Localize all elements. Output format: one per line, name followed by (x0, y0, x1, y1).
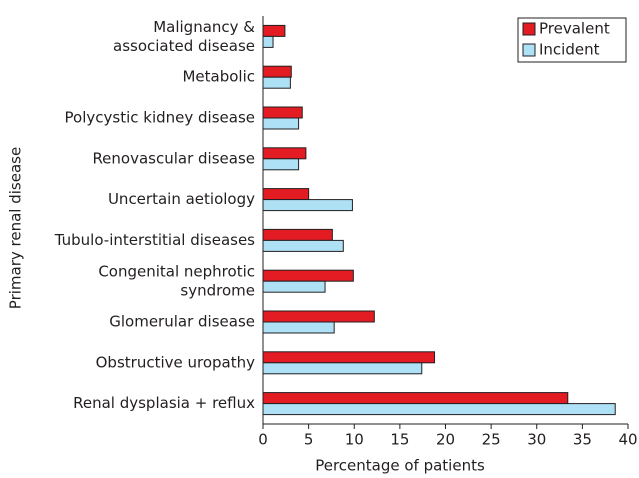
bar (262, 65, 292, 78)
y-tick-label: Obstructive uropathy (96, 353, 255, 371)
y-tick-label: Renal dysplasia + reflux (73, 394, 255, 412)
bar (262, 403, 616, 416)
bar (262, 362, 423, 375)
bar (262, 321, 335, 334)
x-tick-label: 25 (482, 431, 501, 449)
y-tick-label: Tubulo-interstitial diseases (54, 231, 255, 249)
bar (262, 117, 300, 130)
x-tick-label: 15 (390, 431, 409, 449)
legend-label: Prevalent (539, 20, 610, 38)
y-tick-label: Congenital nephrotic syndrome (98, 262, 255, 299)
y-tick-label: Polycystic kidney disease (65, 109, 255, 127)
x-tick-label: 20 (436, 431, 455, 449)
bar (262, 158, 300, 171)
legend-swatch (522, 43, 536, 57)
x-tick-label: 35 (573, 431, 592, 449)
y-tick-label: Glomerular disease (109, 313, 255, 331)
legend-swatch (522, 22, 536, 36)
bar (262, 188, 310, 201)
x-tick-label: 10 (345, 431, 364, 449)
bar (262, 106, 303, 119)
y-tick-label: Malignancy & associated disease (113, 17, 255, 54)
legend-box (517, 17, 627, 63)
x-tick-label: 30 (527, 431, 546, 449)
bar (262, 199, 353, 212)
bar (262, 269, 354, 282)
bar (262, 310, 375, 323)
bar (262, 76, 291, 89)
bar (262, 280, 326, 293)
bar (262, 228, 333, 241)
y-axis-title: Primary renal disease (7, 147, 25, 309)
x-tick-label: 5 (304, 431, 314, 449)
y-tick-label: Metabolic (182, 68, 255, 86)
legend-label: Incident (539, 41, 600, 59)
bar (262, 239, 344, 252)
bar (262, 392, 569, 405)
x-tick-label: 0 (258, 431, 268, 449)
bar (262, 35, 274, 48)
bar (262, 147, 307, 160)
y-tick-label: Uncertain aetiology (108, 190, 255, 208)
bar (262, 351, 436, 364)
x-tick-label: 40 (618, 431, 637, 449)
x-axis-title: Percentage of patients (315, 457, 485, 475)
bar (262, 24, 286, 37)
y-tick-label: Renovascular disease (92, 149, 255, 167)
